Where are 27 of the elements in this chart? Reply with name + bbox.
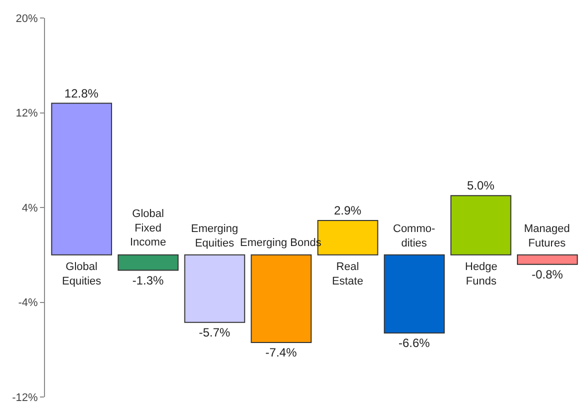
bar	[384, 254, 445, 334]
x-tick-label: Managed Futures	[524, 223, 570, 250]
y-tick-label: -12%	[12, 392, 38, 404]
data-label: -6.6%	[398, 336, 430, 350]
data-label: 2.9%	[334, 204, 362, 218]
y-tick-label: 4%	[22, 202, 38, 214]
data-label: -0.8%	[532, 267, 564, 282]
data-label: -1.3%	[132, 273, 164, 288]
x-tick-label: Real Estate	[332, 261, 364, 288]
data-label: 5.0%	[467, 178, 495, 193]
x-tick-label: Global Equities	[62, 261, 102, 288]
y-tick-label: -4%	[18, 297, 38, 310]
bar	[118, 254, 179, 271]
bar	[250, 254, 312, 344]
data-label: -5.7%	[198, 325, 231, 340]
bar	[184, 254, 246, 323]
data-label: 12.8%	[64, 86, 99, 100]
x-tick-label: Commo- dities	[393, 223, 436, 250]
bar	[450, 195, 512, 256]
data-label: -7.4%	[265, 346, 298, 360]
x-tick-label: Emerging Equities	[191, 223, 238, 250]
x-tick-label: Global Fixed Income	[130, 208, 166, 249]
bar	[51, 102, 112, 256]
bar	[516, 254, 578, 265]
y-tick-label: 12%	[16, 108, 38, 120]
x-tick-label: Hedge Funds	[465, 261, 498, 288]
y-tick-label: 20%	[16, 12, 38, 25]
